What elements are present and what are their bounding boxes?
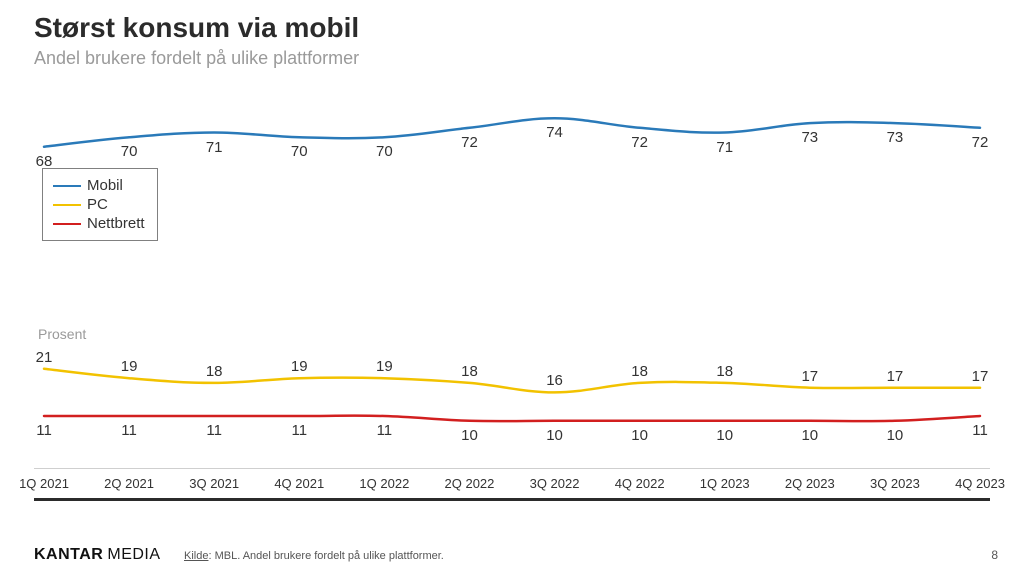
data-label: 72 bbox=[461, 134, 478, 151]
x-axis-label: 3Q 2021 bbox=[189, 476, 239, 491]
data-label: 71 bbox=[716, 139, 733, 156]
x-axis-label: 2Q 2022 bbox=[445, 476, 495, 491]
x-axis-label: 3Q 2023 bbox=[870, 476, 920, 491]
footer: KANTARMEDIA Kilde: MBL. Andel brukere fo… bbox=[0, 530, 1024, 576]
brand-bold: KANTAR bbox=[34, 546, 103, 563]
data-label: 19 bbox=[376, 358, 393, 375]
data-label: 10 bbox=[546, 427, 563, 444]
series-line-nettbrett bbox=[44, 416, 980, 422]
series-line-mobil bbox=[44, 118, 980, 146]
data-label: 19 bbox=[121, 358, 138, 375]
source-label: Kilde bbox=[184, 550, 208, 562]
x-axis-label: 1Q 2021 bbox=[19, 476, 69, 491]
data-label: 10 bbox=[461, 427, 478, 444]
data-label: 11 bbox=[206, 422, 222, 439]
x-axis-label: 3Q 2022 bbox=[530, 476, 580, 491]
data-label: 11 bbox=[972, 422, 988, 439]
data-label: 17 bbox=[887, 368, 904, 385]
data-label: 21 bbox=[36, 349, 53, 366]
x-axis-label: 2Q 2021 bbox=[104, 476, 154, 491]
page-number: 8 bbox=[991, 548, 998, 562]
data-label: 10 bbox=[887, 427, 904, 444]
legend-swatch bbox=[53, 185, 81, 187]
x-axis-label: 4Q 2023 bbox=[955, 476, 1005, 491]
legend-label: Nettbrett bbox=[87, 215, 145, 232]
legend-label: PC bbox=[87, 196, 108, 213]
data-label: 18 bbox=[716, 363, 733, 380]
x-axis-label: 1Q 2023 bbox=[700, 476, 750, 491]
legend-item: PC bbox=[53, 196, 145, 213]
legend-label: Mobil bbox=[87, 177, 123, 194]
data-label: 18 bbox=[206, 363, 223, 380]
x-axis-label: 1Q 2022 bbox=[359, 476, 409, 491]
data-label: 71 bbox=[206, 139, 223, 156]
data-label: 10 bbox=[716, 427, 733, 444]
brand-light: MEDIA bbox=[107, 546, 160, 563]
slide: Størst konsum via mobil Andel brukere fo… bbox=[0, 0, 1024, 576]
data-label: 10 bbox=[631, 427, 648, 444]
brand-logo: KANTARMEDIA bbox=[34, 546, 161, 564]
data-label: 73 bbox=[887, 129, 904, 146]
page-title: Størst konsum via mobil bbox=[34, 12, 359, 44]
page-subtitle: Andel brukere fordelt på ulike plattform… bbox=[34, 48, 359, 69]
data-label: 18 bbox=[631, 363, 648, 380]
data-label: 70 bbox=[121, 143, 138, 160]
data-label: 17 bbox=[801, 368, 818, 385]
legend-swatch bbox=[53, 223, 81, 225]
x-axis-label: 4Q 2022 bbox=[615, 476, 665, 491]
data-label: 19 bbox=[291, 358, 308, 375]
data-label: 11 bbox=[377, 422, 393, 439]
data-label: 70 bbox=[376, 143, 393, 160]
y-axis-label: Prosent bbox=[38, 326, 86, 342]
data-label: 11 bbox=[121, 422, 137, 439]
data-label: 11 bbox=[36, 422, 52, 439]
data-label: 72 bbox=[631, 134, 648, 151]
data-label: 10 bbox=[801, 427, 818, 444]
data-label: 11 bbox=[291, 422, 307, 439]
data-label: 16 bbox=[546, 372, 563, 389]
data-label: 74 bbox=[546, 124, 563, 141]
series-line-pc bbox=[44, 369, 980, 393]
legend-item: Nettbrett bbox=[53, 215, 145, 232]
source-text: Kilde: MBL. Andel brukere fordelt på uli… bbox=[184, 550, 444, 562]
x-axis-label: 2Q 2023 bbox=[785, 476, 835, 491]
x-axis-label: 4Q 2021 bbox=[274, 476, 324, 491]
chart-area: 6870717070727472717373722119181919181618… bbox=[34, 80, 990, 500]
source-body: : MBL. Andel brukere fordelt på ulike pl… bbox=[208, 550, 443, 562]
data-label: 70 bbox=[291, 143, 308, 160]
chart-svg bbox=[34, 80, 990, 500]
data-label: 17 bbox=[972, 368, 989, 385]
legend: Mobil PC Nettbrett bbox=[42, 168, 158, 241]
legend-swatch bbox=[53, 204, 81, 206]
legend-item: Mobil bbox=[53, 177, 145, 194]
data-label: 18 bbox=[461, 363, 478, 380]
x-axis-rule bbox=[34, 498, 990, 501]
data-label: 73 bbox=[801, 129, 818, 146]
data-label: 72 bbox=[972, 134, 989, 151]
